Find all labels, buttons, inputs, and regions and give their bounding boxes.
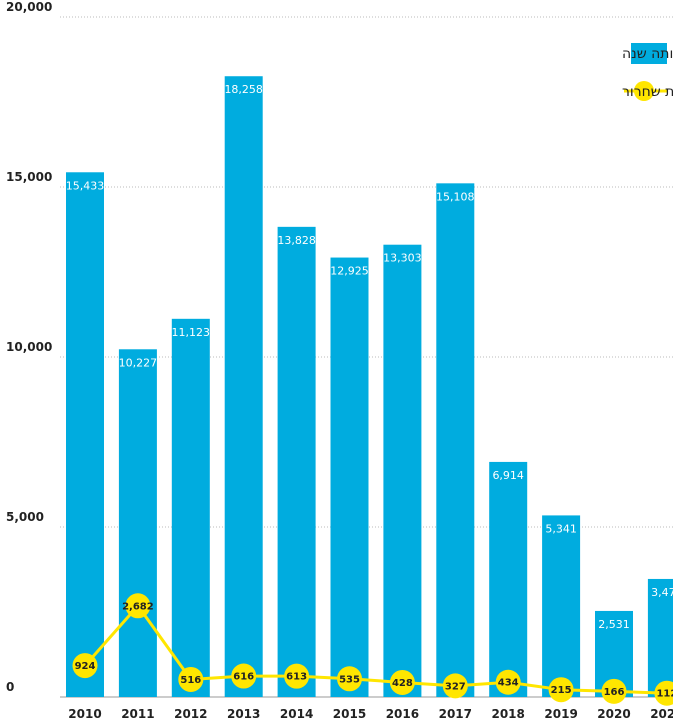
bar	[118, 349, 157, 697]
bar	[383, 244, 422, 697]
legend-label-bar: סה"כ דיוני בית הדין באותה שנה	[622, 46, 673, 62]
line-point-label: 428	[392, 678, 413, 689]
legend-swatch-line	[634, 81, 654, 101]
x-tick-label: 2012	[174, 707, 207, 721]
y-tick-label: 10,000	[6, 340, 52, 354]
bar-value-label: 5,341	[545, 522, 577, 535]
y-tick-label: 20,000	[6, 0, 52, 14]
line-point-label: 613	[286, 672, 307, 683]
y-tick-label: 15,000	[6, 170, 52, 184]
line-point-label: 2,682	[122, 601, 154, 612]
x-tick-label: 2018	[491, 707, 524, 721]
line-point-label: 327	[445, 681, 466, 692]
x-tick-label: 2017	[439, 707, 472, 721]
bar-labels: 15,433 10,227 11,123 18,258 13,828 12,925 13,3…	[66, 83, 673, 631]
y-axis-ticks: 0 5,000 10,000 15,000 20,000	[6, 0, 52, 694]
line-point-label: 215	[551, 685, 572, 696]
x-tick-label: 2015	[333, 707, 366, 721]
bar	[542, 515, 581, 697]
bar	[330, 257, 369, 697]
y-tick-label: 5,000	[6, 510, 44, 524]
line-point-label: 535	[339, 674, 360, 685]
bar-value-label: 18,258	[224, 83, 263, 96]
bar-value-label: 11,123	[172, 326, 211, 339]
line-point-label: 166	[604, 687, 625, 698]
x-tick-label: 2021	[650, 707, 673, 721]
x-tick-label: 2010	[68, 707, 101, 721]
bar-value-label: 10,227	[119, 356, 158, 369]
bar	[489, 461, 528, 697]
x-tick-label: 2013	[227, 707, 260, 721]
line-point	[548, 677, 574, 703]
line-point	[337, 666, 362, 692]
line-point	[72, 653, 98, 679]
bar-value-label: 12,925	[330, 265, 369, 278]
legend-label-line: סה"כ החלטות שחרור	[622, 84, 673, 100]
x-tick-label: 2020	[597, 707, 630, 721]
bar-value-label: 13,828	[277, 234, 316, 247]
bar	[647, 578, 673, 697]
bar-value-label: 2,531	[598, 618, 630, 631]
line-point	[178, 666, 204, 692]
line-point	[601, 678, 627, 704]
line-point-label: 924	[75, 661, 96, 672]
bar	[224, 76, 263, 697]
bar	[436, 183, 475, 697]
legend: סה"כ דיוני בית הדין באותה שנה סה"כ החלטו…	[622, 43, 673, 101]
line-point	[495, 669, 521, 695]
line-point-label: 516	[180, 675, 201, 686]
line-point	[125, 593, 151, 619]
line-point	[442, 673, 468, 699]
y-tick-label: 0	[6, 680, 14, 694]
x-tick-label: 2014	[280, 707, 313, 721]
bar-value-label: 15,108	[436, 190, 475, 203]
x-tick-label: 2011	[121, 707, 154, 721]
bar-value-label: 13,303	[383, 252, 422, 265]
bar-series	[66, 76, 673, 697]
bar	[277, 226, 316, 697]
line-point	[231, 663, 257, 689]
line-point	[389, 669, 415, 695]
x-tick-label: 2019	[544, 707, 577, 721]
line-point	[654, 680, 673, 706]
line-point-label: 112	[656, 689, 673, 700]
line-point-label: 616	[233, 672, 254, 683]
bar	[171, 318, 210, 697]
bar-value-label: 15,433	[66, 179, 105, 192]
bar-value-label: 3,472	[651, 586, 673, 599]
bar-value-label: 6,914	[492, 469, 524, 482]
line-point	[284, 663, 310, 689]
line-series: 924 2,682 516 616 613 535 428 327 434 215 166 112	[72, 593, 673, 706]
bar	[66, 172, 104, 697]
x-tick-label: 2016	[386, 707, 419, 721]
x-axis-ticks: 2010 2011 2012 2013 2014 2015 2016 2017 2018 2019…	[68, 707, 673, 721]
line-point-label: 434	[498, 678, 519, 689]
legend-swatch-bar	[631, 43, 667, 64]
